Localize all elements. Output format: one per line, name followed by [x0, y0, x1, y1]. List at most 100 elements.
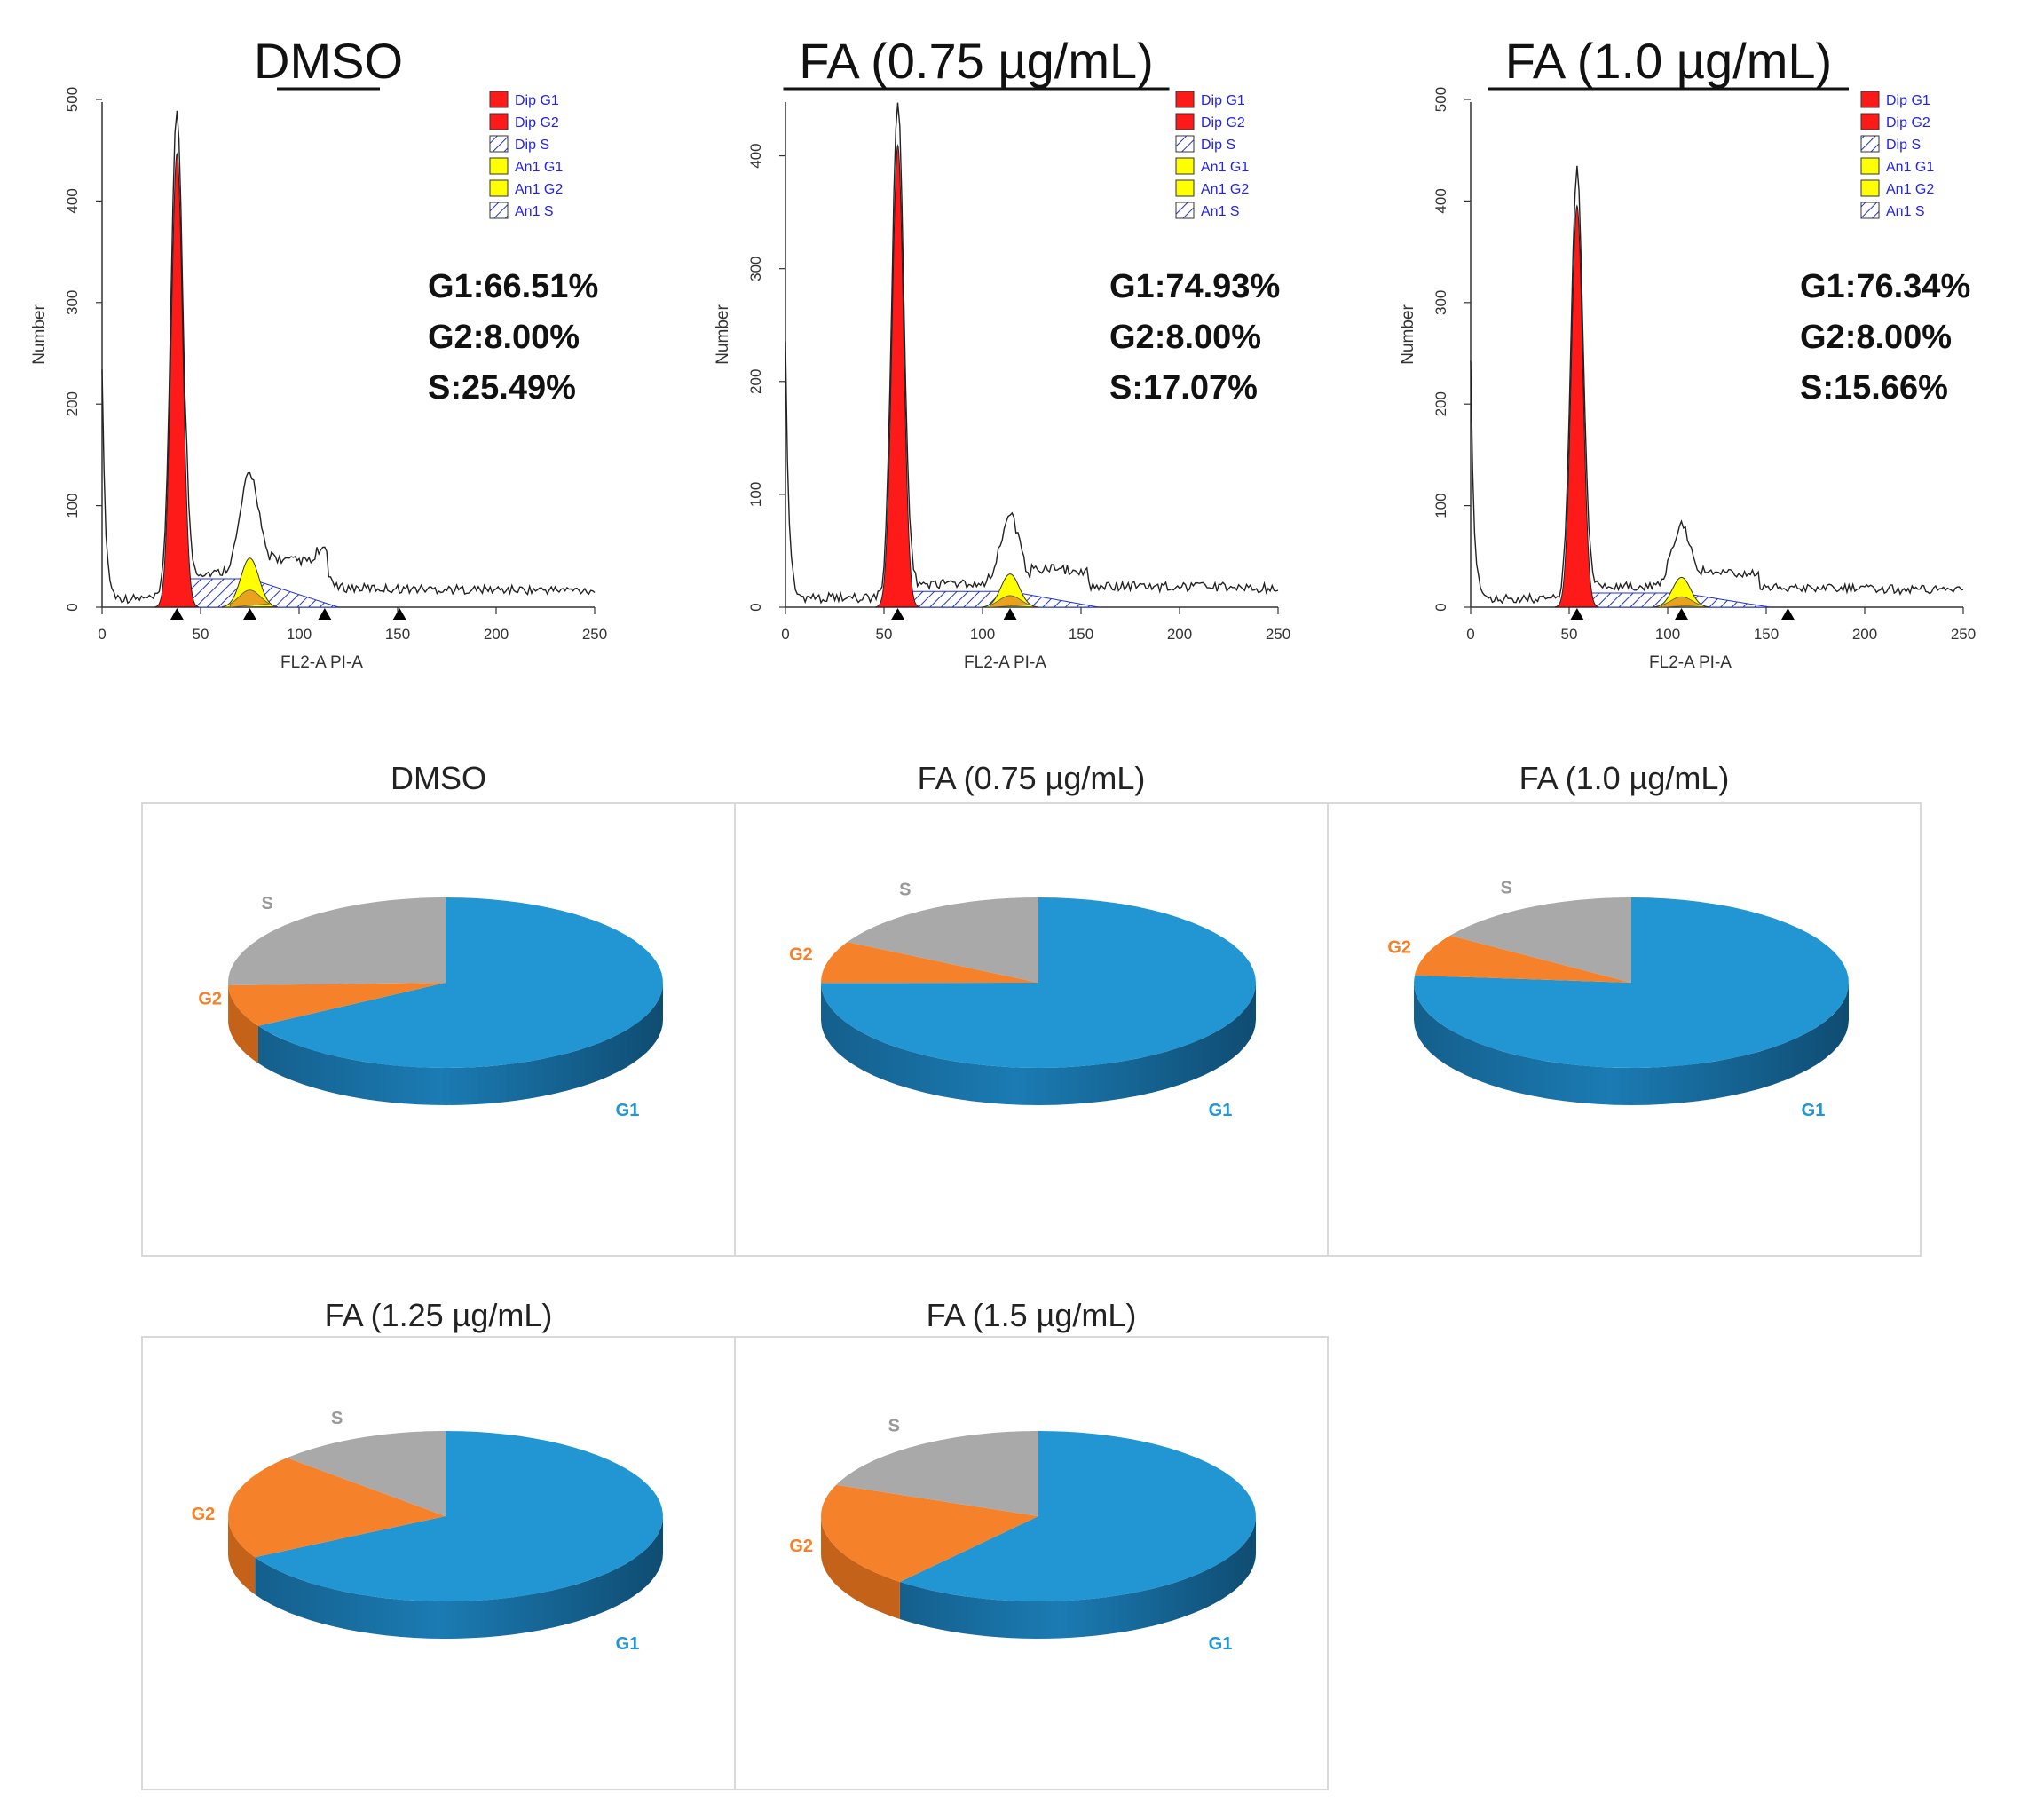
- pie-label-g2: G2: [1387, 937, 1411, 957]
- legend-swatch: [1175, 91, 1195, 108]
- histogram-title: FA (0.75 µg/mL): [799, 33, 1154, 89]
- x-tick-label: 150: [385, 626, 410, 643]
- pie-label-g2: G2: [192, 1505, 216, 1524]
- pie-label-s: S: [331, 1409, 343, 1428]
- legend-label: Dip G2: [515, 115, 559, 130]
- y-axis-label: Number: [1399, 304, 1417, 365]
- x-tick-label: 100: [970, 626, 995, 643]
- peak-marker: [242, 608, 257, 620]
- an1-g2-peak: [1661, 596, 1701, 608]
- legend-label: An1 G1: [515, 160, 563, 175]
- pie-chart-2: FA (0.75 µg/mL) G1 G2 S: [734, 760, 1329, 1257]
- pie-label-g2: G2: [198, 990, 222, 1009]
- pie-slice-g2: [228, 1458, 446, 1558]
- pie-label-g2: G2: [789, 1537, 813, 1556]
- y-axis-label: Number: [714, 304, 732, 365]
- legend-swatch: [1175, 202, 1195, 219]
- legend-label: Dip S: [1886, 138, 1921, 153]
- x-axis-label: FL2-A PI-A: [964, 653, 1046, 672]
- an1-g1-peak: [982, 573, 1038, 608]
- histogram-title: DMSO: [254, 33, 403, 89]
- legend-swatch: [1860, 179, 1880, 197]
- legend-label: An1 G2: [515, 182, 563, 197]
- pie-title: DMSO: [391, 760, 486, 796]
- pie-chart-1: DMSO G1 G2 S: [141, 760, 736, 1257]
- pie-slice-g2: [821, 1484, 1038, 1582]
- legend-label: An1 S: [1201, 204, 1240, 219]
- an1-g2-peak: [990, 595, 1030, 608]
- stat-g1: G1:66.51%: [428, 268, 598, 305]
- legend-swatch: [489, 113, 509, 130]
- pie-slice-s: [836, 1431, 1038, 1516]
- histogram-2: FA (0.75 µg/mL) 0 100 200 300 400 0 50 100 150 200…: [714, 33, 1290, 672]
- pie-label-g1: G1: [1209, 1101, 1233, 1120]
- x-tick-label: 0: [1466, 626, 1474, 643]
- pie-label-g1: G1: [1802, 1101, 1826, 1120]
- pie-label-g2: G2: [789, 945, 813, 965]
- y-tick-label: 0: [747, 603, 764, 611]
- legend-label: An1 G2: [1201, 182, 1249, 197]
- peak-marker: [1003, 608, 1018, 620]
- stat-g1: G1:74.93%: [1109, 268, 1280, 305]
- pie-slice-g1: [255, 1431, 663, 1601]
- pie-chart-5: FA (1.5 µg/mL) G1 G2 S: [734, 1297, 1329, 1790]
- stat-s: S:17.07%: [1109, 369, 1258, 407]
- peak-marker: [392, 608, 407, 620]
- peak-marker: [890, 608, 905, 620]
- pie-label-s: S: [888, 1417, 900, 1436]
- y-tick-label: 400: [1432, 188, 1449, 213]
- y-tick-label: 100: [1432, 493, 1449, 518]
- dip-g1-peak: [875, 144, 920, 608]
- pie-slice-s: [287, 1431, 446, 1516]
- pie-slice-g1: [258, 897, 663, 1068]
- legend-label: An1 G1: [1886, 160, 1934, 175]
- pie-label-s: S: [261, 894, 272, 913]
- pie-title: FA (1.0 µg/mL): [1519, 760, 1730, 796]
- stat-s: S:25.49%: [428, 369, 576, 407]
- legend-label: An1 S: [515, 204, 554, 219]
- legend-swatch: [489, 135, 509, 153]
- legend-swatch: [1860, 91, 1880, 108]
- peak-marker: [1780, 608, 1795, 620]
- dip-g1-peak: [154, 152, 199, 608]
- y-tick-label: 400: [747, 143, 764, 168]
- y-tick-label: 200: [1432, 391, 1449, 416]
- histogram-line: [1470, 165, 1964, 605]
- stat-g1: G1:76.34%: [1800, 268, 1970, 305]
- y-tick-label: 300: [1432, 290, 1449, 315]
- x-axis-label: FL2-A PI-A: [1649, 653, 1732, 672]
- x-tick-label: 200: [484, 626, 509, 643]
- y-tick-label: 0: [1432, 603, 1449, 611]
- legend-label: Dip G1: [1886, 93, 1930, 108]
- y-tick-label: 100: [64, 493, 81, 518]
- x-tick-label: 0: [98, 626, 106, 643]
- x-tick-label: 50: [1561, 626, 1578, 643]
- histogram-line: [101, 110, 596, 605]
- pie-slice-g2: [228, 983, 446, 1026]
- histogram-line: [785, 102, 1279, 605]
- histogram-title: FA (1.0 µg/mL): [1505, 33, 1832, 89]
- legend-swatch: [1860, 135, 1880, 153]
- x-tick-label: 150: [1754, 626, 1779, 643]
- x-tick-label: 0: [781, 626, 789, 643]
- stat-g2: G2:8.00%: [1800, 319, 1952, 356]
- legend-label: Dip G2: [1201, 115, 1245, 130]
- pie-title: FA (1.5 µg/mL): [927, 1297, 1137, 1333]
- legend-swatch: [489, 202, 509, 219]
- legend-label: Dip G1: [1201, 93, 1245, 108]
- x-tick-label: 100: [287, 626, 312, 643]
- y-tick-label: 300: [64, 290, 81, 315]
- legend-label: An1 S: [1886, 204, 1925, 219]
- dip-g1-peak: [1554, 204, 1599, 608]
- legend-swatch: [1175, 157, 1195, 175]
- x-tick-label: 100: [1655, 626, 1680, 643]
- peak-marker: [170, 608, 185, 620]
- pie-slice-s: [228, 897, 446, 985]
- legend-label: Dip S: [515, 138, 549, 153]
- pie-chart-3: FA (1.0 µg/mL) G1 G2 S: [1327, 760, 1922, 1257]
- y-tick-label: 300: [747, 256, 764, 281]
- x-axis-label: FL2-A PI-A: [280, 653, 363, 672]
- legend-swatch: [1860, 157, 1880, 175]
- legend-swatch: [1860, 113, 1880, 130]
- histogram-1: DMSO 0 100 200 300 400 500 0 50 100 150 200 250 FL2-A…: [30, 33, 607, 672]
